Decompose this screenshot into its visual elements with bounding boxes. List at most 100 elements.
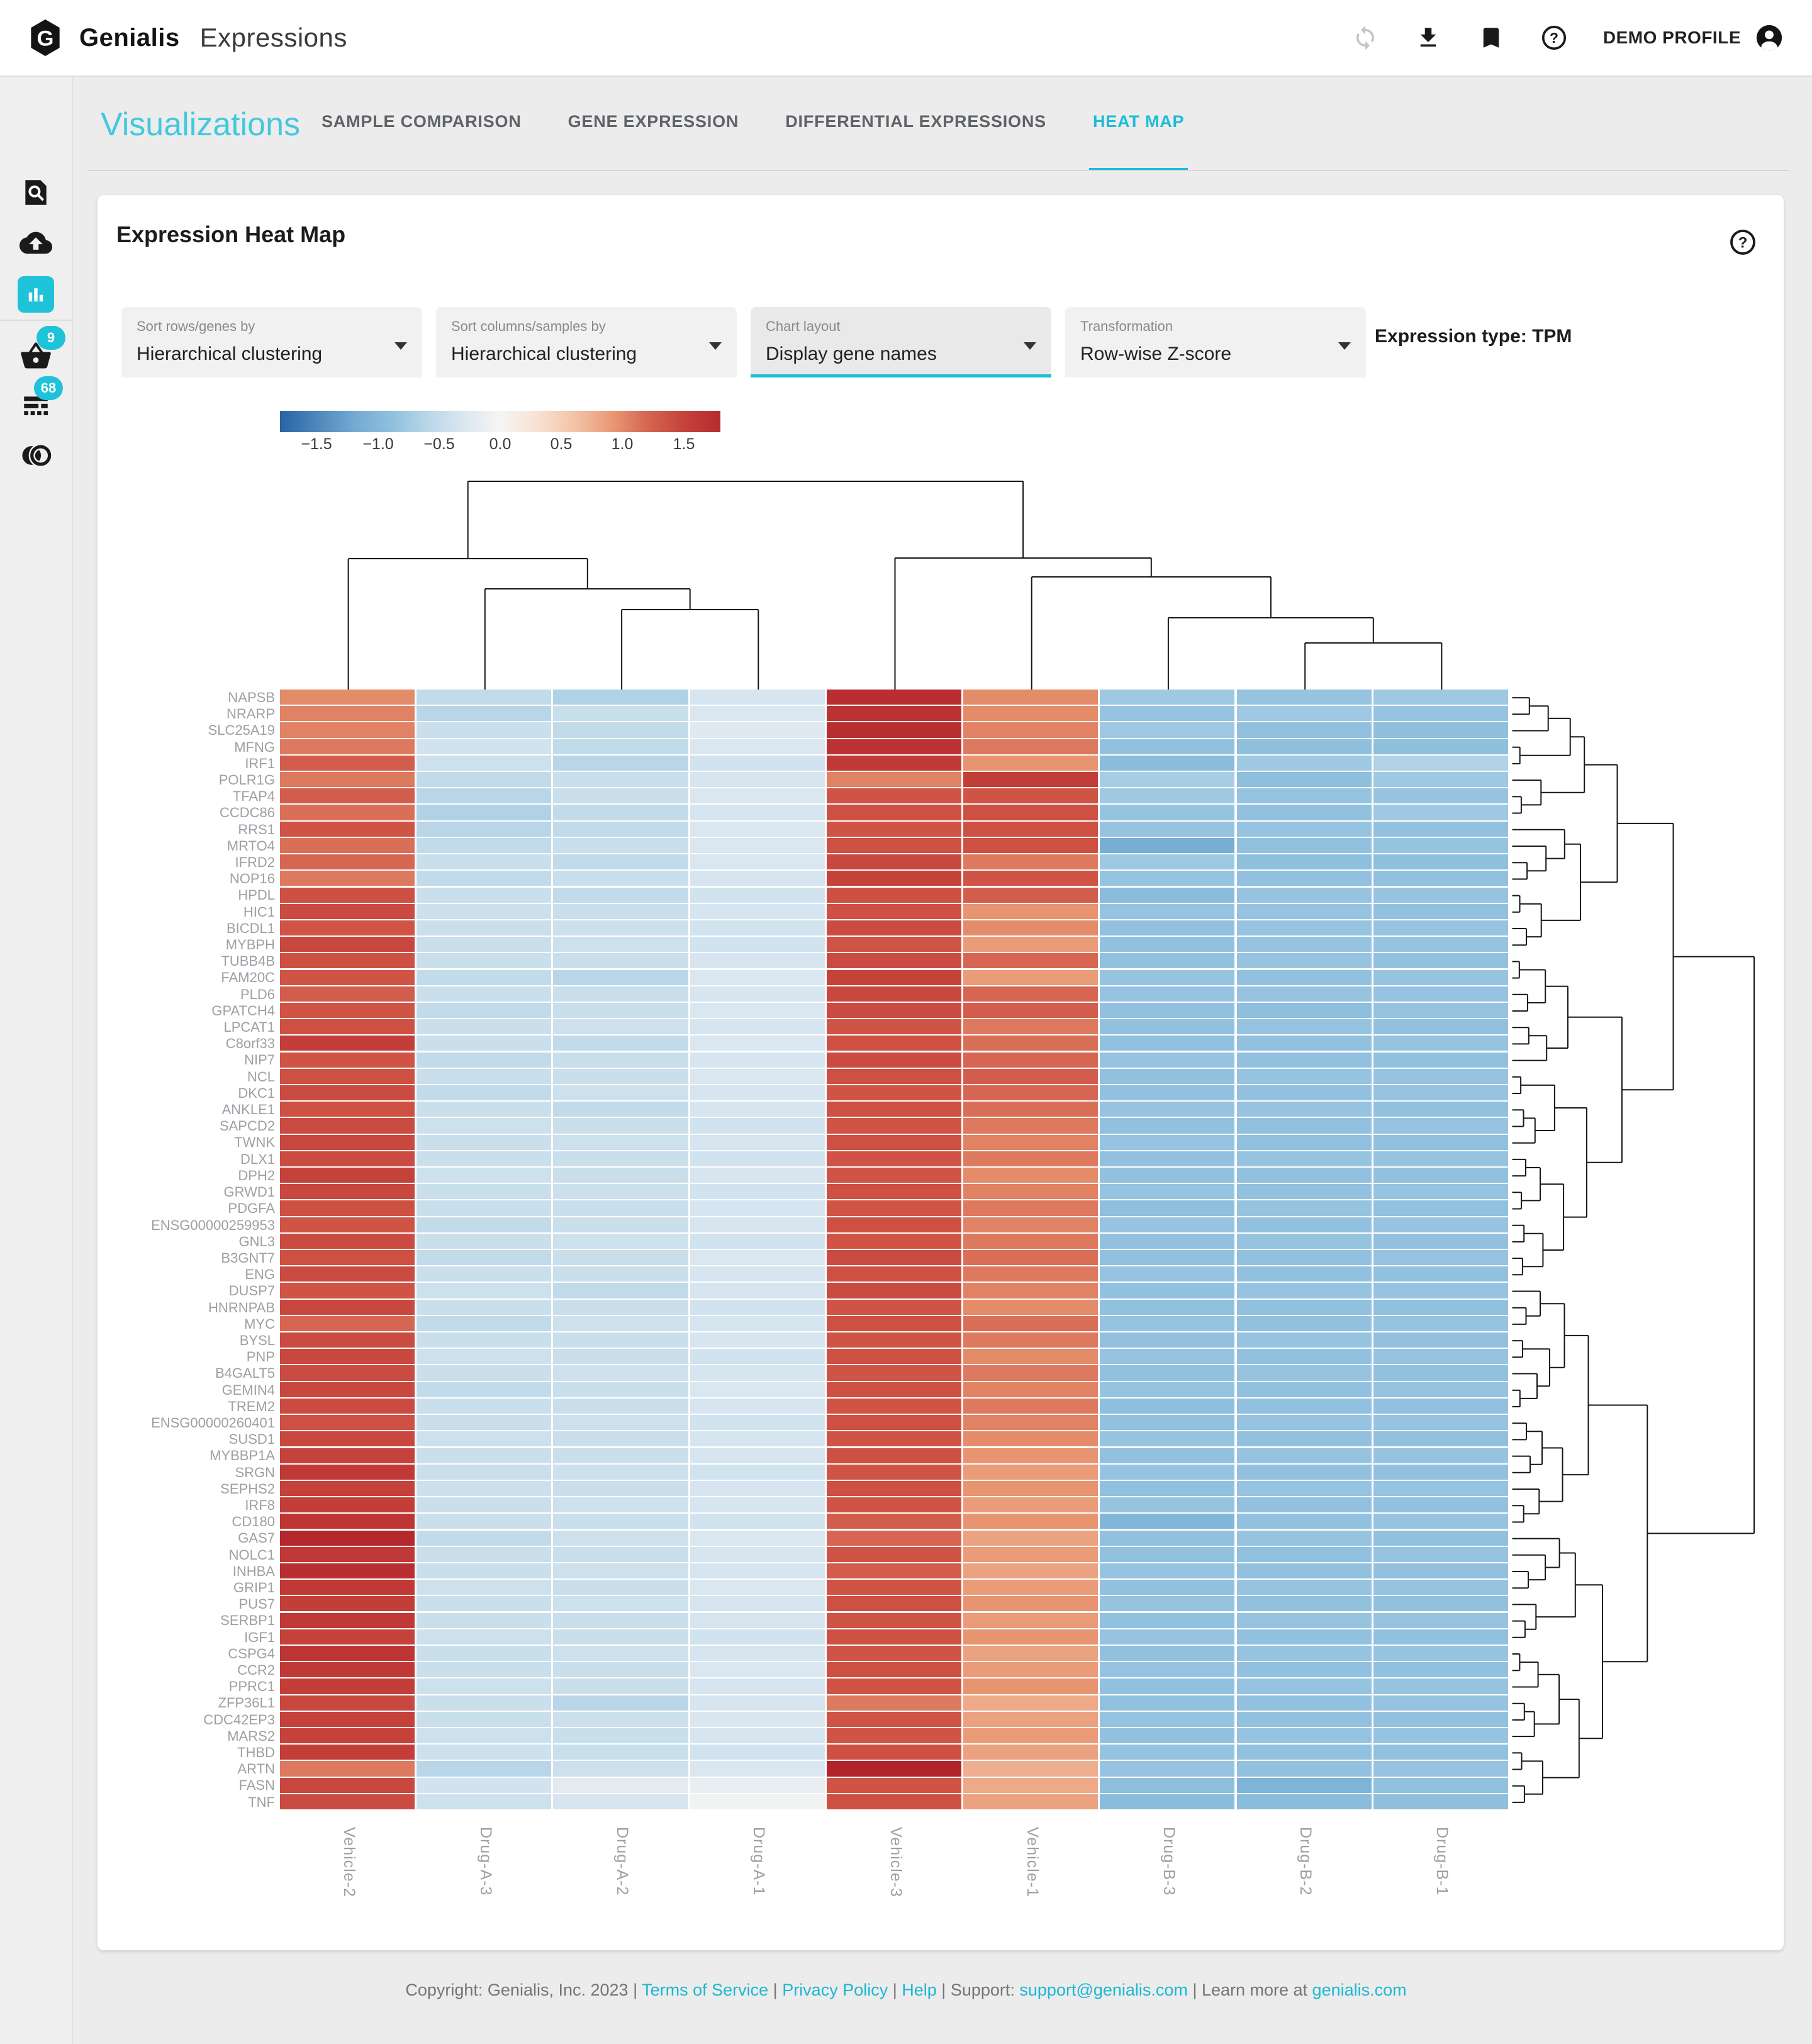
heatmap-cell [1236, 1497, 1372, 1513]
footer-link[interactable]: genialis.com [1312, 1980, 1407, 1999]
heatmap-cell [1373, 1250, 1508, 1266]
heatmap-cell [1100, 986, 1235, 1002]
heatmap-cell [553, 837, 688, 854]
gene-label: CDC42EP3 [203, 1711, 275, 1728]
heatmap-cell [417, 1546, 552, 1562]
gene-label: TUBB4B [221, 953, 275, 969]
heatmap-cell [553, 1629, 688, 1645]
heatmap-cell [1373, 1200, 1508, 1216]
heatmap-cell [690, 1563, 825, 1579]
heatmap-cell [690, 920, 825, 936]
download-icon[interactable] [1414, 24, 1442, 52]
heatmap-cell [963, 1200, 1099, 1216]
heatmap-cell [1373, 969, 1508, 985]
profile-label: DEMO PROFILE [1602, 28, 1741, 47]
heatmap-cell [1236, 1728, 1372, 1744]
heatmap-cell [826, 1365, 962, 1381]
sample-label: Drug-B-2 [1297, 1827, 1314, 1896]
heatmap-cell [963, 887, 1099, 903]
heatmap-cell [826, 1645, 962, 1661]
heatmap-cell [1100, 1200, 1235, 1216]
heatmap-cell [1373, 706, 1508, 722]
heatmap-cell [826, 986, 962, 1002]
heatmap-cell [1100, 854, 1235, 870]
sidebar-item-basket[interactable] [0, 333, 72, 379]
heatmap-cell [553, 1102, 688, 1117]
heatmap-cell [1100, 1431, 1235, 1447]
heatmap-cell [1100, 1480, 1235, 1497]
heatmap-cell [690, 1415, 825, 1431]
heatmap-cell [1373, 903, 1508, 919]
tab-gene-expression[interactable]: GENE EXPRESSION [568, 112, 739, 131]
sidebar-item-upload[interactable] [0, 220, 72, 265]
heatmap-cell [963, 690, 1099, 705]
gene-label: SERBP1 [220, 1612, 275, 1629]
footer-link[interactable]: Help [902, 1980, 937, 1999]
sidebar-item-search[interactable] [0, 170, 72, 215]
legend-tick: 0.0 [489, 435, 512, 453]
heatmap-cell [1100, 1695, 1235, 1711]
tab-heat-map[interactable]: HEAT MAP [1088, 75, 1188, 171]
footer-link[interactable]: Terms of Service [642, 1980, 769, 1999]
heatmap-cell [963, 1085, 1099, 1101]
sync-icon[interactable] [1351, 24, 1379, 52]
heatmap-cell [553, 1168, 688, 1183]
chart-layout-value: Display gene names [766, 343, 937, 364]
heatmap-cell [280, 1332, 415, 1348]
help-icon[interactable]: ? [1540, 24, 1568, 52]
heatmap-cell [826, 871, 962, 886]
heatmap-cell [1373, 1382, 1508, 1397]
row-dendrogram [1512, 697, 1755, 1803]
heatmap-cell [417, 1431, 552, 1447]
heatmap-cell [690, 1118, 825, 1134]
heatmap-cell [690, 1349, 825, 1365]
heatmap-cell [963, 1315, 1099, 1331]
heatmap-cell [690, 1068, 825, 1084]
footer-link[interactable]: Privacy Policy [782, 1980, 888, 1999]
sidebar-item-samples[interactable] [0, 384, 72, 429]
heatmap-cell [1100, 1546, 1235, 1562]
heatmap-cell [1236, 986, 1372, 1002]
sidebar-item-compare[interactable] [0, 433, 72, 478]
heatmap-cell [963, 1382, 1099, 1397]
heatmap-cell [553, 871, 688, 886]
heatmap-cell [690, 1612, 825, 1628]
tab-differential-expressions[interactable]: DIFFERENTIAL EXPRESSIONS [785, 112, 1046, 131]
heatmap-cell [1373, 887, 1508, 903]
footer-link[interactable]: support@genialis.com [1019, 1980, 1188, 1999]
heatmap-cell [963, 1052, 1099, 1068]
heatmap-cell [280, 1745, 415, 1760]
profile-menu[interactable]: DEMO PROFILE [1603, 23, 1784, 52]
sort-rows-select[interactable]: Sort rows/genes by Hierarchical clusteri… [121, 307, 422, 377]
sort-columns-select[interactable]: Sort columns/samples by Hierarchical clu… [436, 307, 737, 377]
heatmap-cell [963, 772, 1099, 788]
heatmap-cell [280, 755, 415, 771]
heatmap-cell [553, 690, 688, 705]
card-help-icon[interactable]: ? [1728, 228, 1757, 257]
sample-label: Vehicle-3 [887, 1827, 905, 1897]
heatmap-cell [963, 937, 1099, 952]
heatmap-cell [1373, 1233, 1508, 1249]
heatmap-cell [1236, 1002, 1372, 1019]
colorscale-ticks: −1.5 −1.0 −0.5 0.0 0.5 1.0 1.5 [280, 435, 720, 457]
tab-sample-comparison[interactable]: SAMPLE COMPARISON [322, 112, 522, 131]
chart-layout-select[interactable]: Chart layout Display gene names [751, 307, 1051, 377]
heatmap-grid[interactable] [280, 690, 1510, 1811]
card-title: Expression Heat Map [116, 221, 346, 247]
heatmap-cell [826, 788, 962, 804]
heatmap-cell [690, 739, 825, 754]
heatmap-cell [1100, 1349, 1235, 1365]
heatmap-cell [690, 1546, 825, 1562]
heatmap-cell [1236, 1398, 1372, 1414]
heatmap-cell [417, 1052, 552, 1068]
table-rows-icon [20, 391, 52, 422]
heatmap-cell [417, 772, 552, 788]
bookmark-icon[interactable] [1477, 24, 1505, 52]
transformation-select[interactable]: Transformation Row-wise Z-score [1065, 307, 1366, 377]
heatmap-cell [280, 1728, 415, 1744]
sample-label: Drug-A-3 [477, 1827, 495, 1896]
heatmap-cell [417, 920, 552, 936]
sidebar-item-visualizations[interactable] [0, 272, 72, 317]
heatmap-cell [280, 1233, 415, 1249]
gene-labels: NAPSB NRARP SLC25A19 MFNG IRF1 POLR1G TFAP4 CCD… [98, 690, 275, 1811]
